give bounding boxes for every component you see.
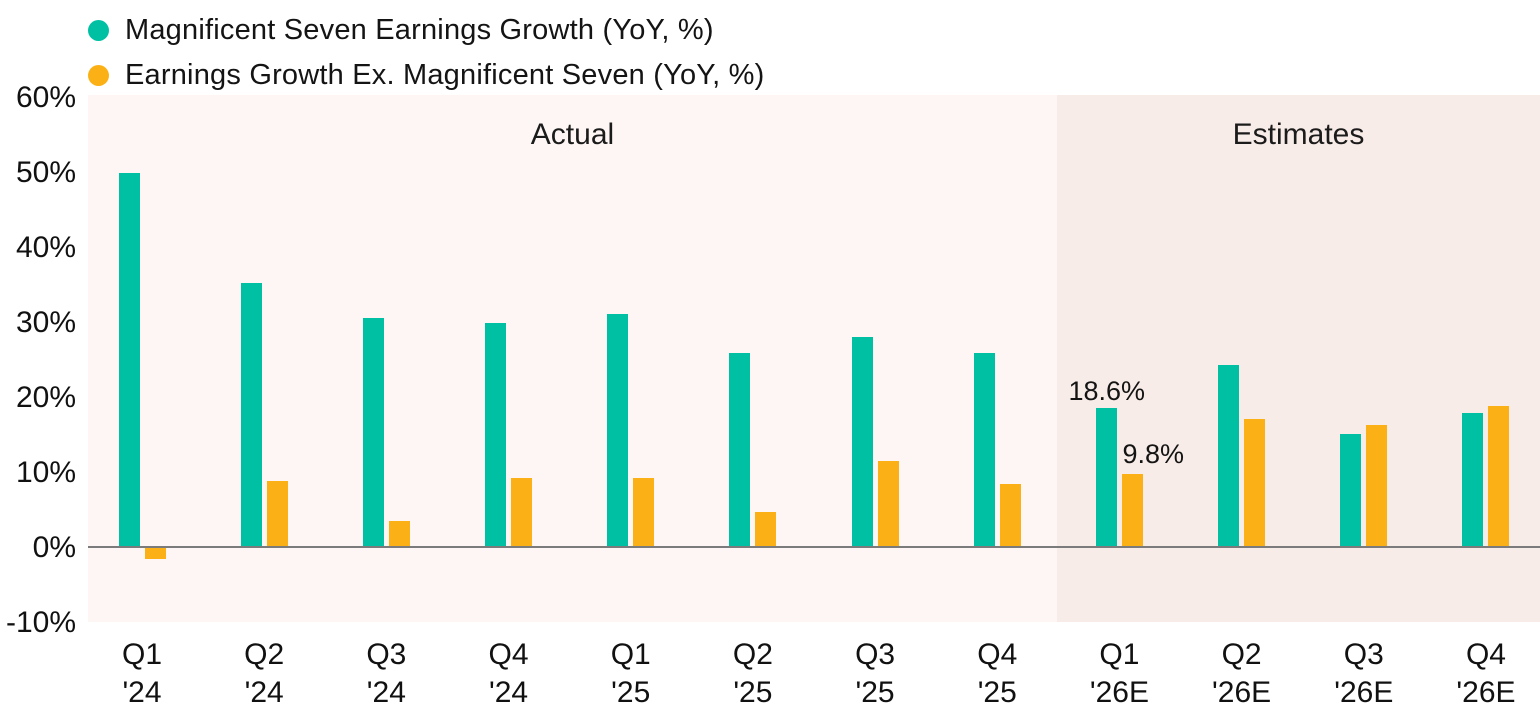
bar-ex-mag7-q4-26E bbox=[1488, 405, 1510, 548]
bar-mag7-q4-26E bbox=[1462, 413, 1484, 548]
bar-ex-mag7-q3-26E bbox=[1366, 424, 1388, 548]
y-tick-20: 20% bbox=[15, 380, 76, 414]
bar-mag7-q3-26E bbox=[1340, 434, 1362, 548]
x-label-q1-25: Q1'25 bbox=[610, 638, 651, 709]
bar-ex-mag7-q2-24 bbox=[266, 480, 288, 548]
actual-region-band bbox=[88, 95, 1057, 622]
bar-mag7-q3-24 bbox=[362, 318, 384, 548]
bar-mag7-q4-25 bbox=[973, 352, 995, 548]
bar-ex-mag7-q4-24 bbox=[511, 477, 533, 548]
bar-mag7-q2-24 bbox=[240, 282, 262, 548]
x-label-q3-26E: Q3'26E bbox=[1334, 638, 1394, 709]
bar-mag7-q1-26E bbox=[1095, 408, 1117, 548]
bar-mag7-q2-25 bbox=[729, 352, 751, 548]
x-label-q3-25: Q3'25 bbox=[855, 638, 896, 709]
bar-ex-mag7-q1-26E bbox=[1121, 474, 1143, 548]
bar-mag7-q2-26E bbox=[1218, 365, 1240, 548]
x-label-q4-24: Q4'24 bbox=[488, 638, 529, 709]
x-label-q1-24: Q1'24 bbox=[121, 638, 163, 709]
y-tick-50: 50% bbox=[15, 155, 76, 189]
x-label-q1-26E: Q1'26E bbox=[1089, 638, 1149, 709]
data-label-98: 9.8% bbox=[1122, 439, 1184, 469]
bar-ex-mag7-q1-25 bbox=[633, 477, 655, 548]
bar-ex-mag7-q2-26E bbox=[1244, 418, 1266, 548]
bar-mag7-q1-25 bbox=[607, 313, 629, 548]
legend-label-ex-mag7: Earnings Growth Ex. Magnificent Seven (Y… bbox=[125, 59, 765, 91]
bar-ex-mag7-q2-25 bbox=[755, 512, 777, 548]
legend-item-mag7: Magnificent Seven Earnings Growth (YoY, … bbox=[88, 8, 764, 53]
legend: Magnificent Seven Earnings Growth (YoY, … bbox=[88, 8, 764, 98]
bar-ex-mag7-q3-24 bbox=[388, 520, 410, 548]
y-tick--10: -10% bbox=[5, 605, 76, 639]
bar-mag7-q4-24 bbox=[485, 322, 507, 548]
y-tick-0: 0% bbox=[32, 530, 76, 564]
legend-dot-mag7-icon bbox=[88, 20, 109, 41]
x-label-q2-26E: Q2'26E bbox=[1212, 638, 1272, 709]
bar-ex-mag7-q3-25 bbox=[877, 461, 899, 548]
bar-mag7-q3-25 bbox=[851, 336, 873, 548]
bar-ex-mag7-q4-25 bbox=[999, 483, 1021, 548]
estimates-region-label: Estimates bbox=[1232, 118, 1365, 151]
x-label-q2-25: Q2'25 bbox=[732, 638, 773, 709]
y-tick-40: 40% bbox=[15, 230, 76, 264]
bar-mag7-q1-24 bbox=[118, 172, 140, 548]
bar-ex-mag7-q1-24 bbox=[144, 547, 166, 559]
y-tick-30: 30% bbox=[15, 305, 76, 339]
legend-label-mag7: Magnificent Seven Earnings Growth (YoY, … bbox=[125, 14, 714, 46]
x-label-q4-25: Q4'25 bbox=[977, 638, 1018, 709]
zero-axis-line bbox=[88, 546, 1540, 548]
y-tick-60: 60% bbox=[15, 80, 76, 114]
legend-dot-ex-mag7-icon bbox=[88, 65, 109, 86]
actual-region-label: Actual bbox=[530, 118, 615, 151]
x-label-q2-24: Q2'24 bbox=[244, 638, 285, 709]
x-label-q4-26E: Q4'26E bbox=[1456, 638, 1516, 709]
y-tick-10: 10% bbox=[15, 455, 76, 489]
legend-item-ex-mag7: Earnings Growth Ex. Magnificent Seven (Y… bbox=[88, 53, 764, 98]
data-label-186: 18.6% bbox=[1068, 376, 1145, 406]
x-label-q3-24: Q3'24 bbox=[366, 638, 407, 709]
